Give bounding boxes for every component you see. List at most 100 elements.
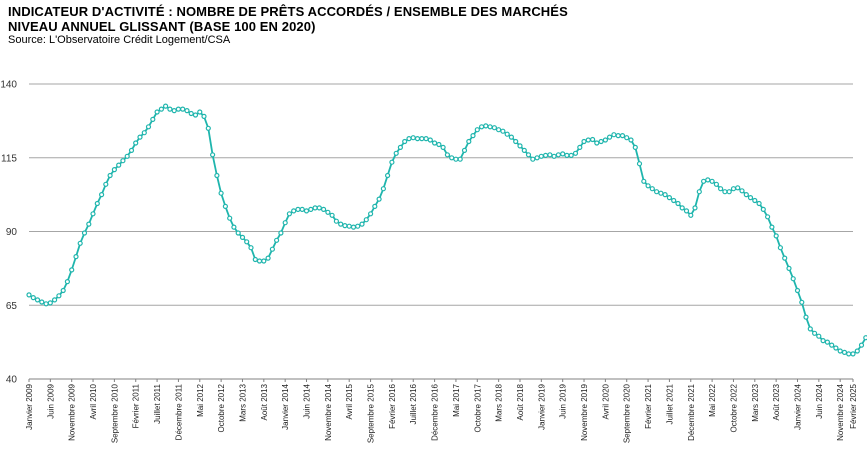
data-point <box>154 109 160 115</box>
data-point <box>359 221 365 227</box>
x-tick-label: Septembre 2010 <box>110 383 119 443</box>
data-point <box>141 130 147 136</box>
data-point <box>175 106 181 112</box>
data-point <box>248 245 254 251</box>
data-point <box>773 233 779 239</box>
data-point <box>790 276 796 282</box>
data-point <box>624 135 630 141</box>
x-tick-label: Février 2025 <box>849 383 858 428</box>
x-tick-label: Février 2011 <box>132 383 141 428</box>
data-point <box>192 112 199 118</box>
data-point <box>807 326 813 332</box>
data-point <box>440 144 446 150</box>
data-point <box>94 200 100 207</box>
data-point <box>414 136 421 142</box>
data-point <box>26 292 32 298</box>
data-point <box>487 124 493 130</box>
data-point <box>841 349 848 355</box>
x-tick-label: Mars 2023 <box>751 383 760 421</box>
chart-subtitle: NIVEAU ANNUEL GLISSANT (BASE 100 EN 2020… <box>8 19 316 34</box>
data-point <box>585 137 591 143</box>
data-point <box>572 150 579 156</box>
data-point <box>256 258 263 264</box>
data-point <box>705 177 711 183</box>
data-point <box>483 123 489 129</box>
x-tick-label: Décembre 2011 <box>174 383 183 440</box>
data-point <box>90 211 96 217</box>
data-point <box>205 125 211 131</box>
data-point <box>453 156 459 162</box>
data-point <box>295 206 301 212</box>
x-tick-label: Septembre 2020 <box>623 383 632 443</box>
data-point <box>858 342 865 348</box>
data-point <box>735 185 741 191</box>
data-point <box>346 223 352 229</box>
x-axis-ticks: Janvier 2009 Juin 2009 Novembre 2009 Avril … <box>25 379 858 443</box>
data-point <box>214 172 220 179</box>
data-point <box>436 141 442 148</box>
data-point <box>474 127 480 133</box>
data-point <box>854 348 860 354</box>
data-point <box>444 152 450 158</box>
data-point <box>491 125 497 131</box>
series-layer <box>26 103 867 357</box>
x-tick-label: Juin 2019 <box>559 383 568 418</box>
data-point <box>577 144 583 150</box>
x-tick-label: Avril 2020 <box>601 383 610 419</box>
data-point <box>321 206 327 212</box>
data-point <box>846 351 852 357</box>
x-tick-label: Juin 2009 <box>46 383 55 418</box>
data-point <box>479 124 485 130</box>
data-point <box>171 107 177 114</box>
data-point <box>222 203 228 209</box>
data-point <box>504 131 510 137</box>
x-tick-label: Janvier 2024 <box>793 383 802 429</box>
data-point <box>128 147 135 153</box>
data-point <box>385 172 391 179</box>
data-point <box>73 254 79 260</box>
data-point <box>419 136 425 142</box>
x-tick-label: Juin 2014 <box>303 383 312 418</box>
data-point <box>291 208 297 214</box>
data-point <box>308 206 314 212</box>
y-tick-label: 65 <box>6 301 18 312</box>
data-point <box>201 113 207 120</box>
x-tick-label: Décembre 2021 <box>687 383 696 440</box>
data-point <box>675 200 681 207</box>
data-point <box>760 206 766 212</box>
data-point <box>820 338 826 344</box>
data-point <box>397 144 403 150</box>
data-point <box>329 212 335 218</box>
x-tick-label: Août 2018 <box>516 383 525 420</box>
data-point <box>696 189 702 195</box>
data-point <box>56 293 62 299</box>
data-point <box>752 197 758 204</box>
x-tick-label: Juillet 2011 <box>153 383 162 423</box>
data-point <box>231 224 237 230</box>
data-point <box>799 299 805 305</box>
data-point <box>837 348 843 354</box>
data-point <box>380 186 386 192</box>
x-tick-label: Juin 2024 <box>815 383 824 418</box>
data-point <box>342 223 348 229</box>
data-point <box>525 152 532 158</box>
data-point <box>645 183 651 189</box>
x-tick-label: Novembre 2009 <box>68 383 77 440</box>
data-point <box>713 181 720 187</box>
data-point <box>120 158 126 164</box>
data-point <box>167 106 173 112</box>
data-point <box>423 136 429 142</box>
x-tick-label: Mars 2013 <box>238 383 247 421</box>
data-point <box>513 138 519 145</box>
data-point <box>470 133 476 139</box>
data-point <box>829 342 835 348</box>
x-tick-label: Novembre 2019 <box>580 383 589 440</box>
data-point <box>81 230 88 236</box>
data-point <box>64 279 71 285</box>
data-point <box>551 153 557 159</box>
data-point <box>730 186 737 192</box>
data-point <box>299 206 305 212</box>
data-point <box>43 301 49 307</box>
data-point <box>389 159 395 165</box>
